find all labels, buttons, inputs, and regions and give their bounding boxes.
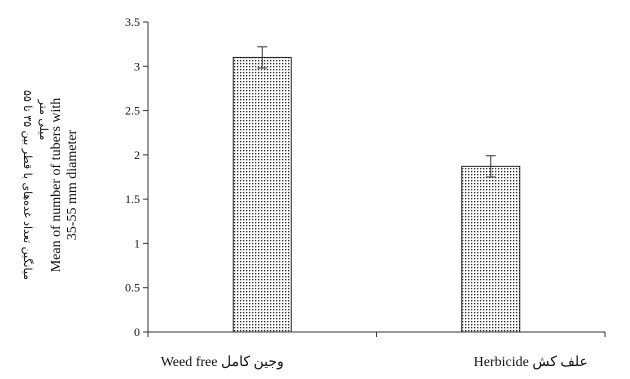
y-tick-label: 1.5 <box>125 192 140 206</box>
y-tick-label: 1 <box>134 236 140 250</box>
category-label: Herbicide علف کش <box>474 355 588 370</box>
y-axis-label-fa-line-2: میلی متر <box>37 99 50 141</box>
bar <box>232 56 292 333</box>
y-axis-label-english: Mean of number of tubers with 35-55 mm d… <box>49 98 80 273</box>
y-tick-label: 3.5 <box>125 15 140 29</box>
y-tick-label: 2 <box>134 148 140 162</box>
y-tick-label: 3 <box>134 59 140 73</box>
bars <box>232 46 521 333</box>
y-axis-label-en-line-1: Mean of number of tubers with <box>49 98 64 273</box>
y-tick-label: 0 <box>134 325 140 339</box>
y-axis-label-persian: میانگین تعداد غده‌های با قطر بین ۳۵ تا ۵… <box>21 90 50 280</box>
y-axis-label-en-line-2: 35-55 mm diameter <box>65 129 80 240</box>
y-tick-label: 2.5 <box>125 104 140 118</box>
y-tick-label: 0.5 <box>125 281 140 295</box>
y-axis-label-fa-line-1: میانگین تعداد غده‌های با قطر بین ۳۵ تا ۵… <box>21 90 34 280</box>
bar <box>461 165 521 333</box>
y-axis-ticks: 0 0.5 1 1.5 2 2.5 3 3.5 <box>125 15 606 339</box>
category-labels: Weed free وجین کامل Herbicide علف کش <box>161 355 588 370</box>
category-label: Weed free وجین کامل <box>161 355 284 370</box>
